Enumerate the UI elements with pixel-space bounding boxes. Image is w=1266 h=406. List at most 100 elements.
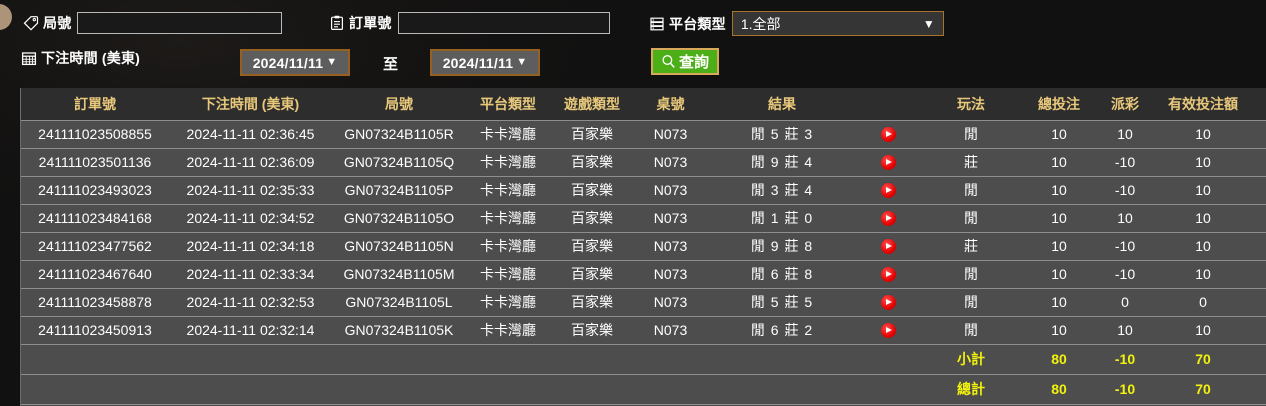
clipboard-icon bbox=[328, 15, 345, 32]
play-icon[interactable] bbox=[880, 267, 896, 283]
platform-type-label: 平台類型 bbox=[669, 15, 726, 32]
cell-payout: 0 bbox=[1095, 288, 1155, 317]
cell-bet-time: 2024-11-11 02:32:53 bbox=[169, 288, 332, 317]
cell-table-no: N073 bbox=[634, 204, 707, 233]
play-icon[interactable] bbox=[880, 127, 896, 143]
play-icon[interactable] bbox=[880, 239, 896, 255]
cell-bet-type: 閒 bbox=[919, 260, 1023, 289]
cell-valid-bet: 10 bbox=[1155, 316, 1251, 345]
cell-valid-bet: 10 bbox=[1155, 232, 1251, 261]
col-status[interactable]: 狀態 bbox=[1251, 88, 1266, 121]
summary-valid_bet: 70 bbox=[1155, 344, 1251, 375]
cell-replay bbox=[857, 316, 919, 345]
table-body: 241111023508855 2024-11-11 02:36:45 GN0732… bbox=[21, 120, 1266, 405]
cell-bet-time: 2024-11-11 02:34:18 bbox=[169, 232, 332, 261]
table-row[interactable]: 241111023450913 2024-11-11 02:32:14 GN0732… bbox=[21, 316, 1266, 345]
summary-row: 總計 80 -10 70 bbox=[21, 374, 1266, 405]
cell-result: 閒 9 莊 8 bbox=[707, 232, 857, 261]
table-row[interactable]: 241111023467640 2024-11-11 02:33:34 GN0732… bbox=[21, 260, 1266, 289]
side-tab-handle[interactable] bbox=[0, 4, 12, 30]
play-icon[interactable] bbox=[880, 155, 896, 171]
cell-payout: -10 bbox=[1095, 148, 1155, 177]
col-total-bet[interactable]: 總投注 bbox=[1023, 88, 1095, 121]
server-icon bbox=[648, 15, 665, 32]
round-no-input[interactable] bbox=[77, 12, 283, 34]
play-icon[interactable] bbox=[880, 295, 896, 311]
cell-platform: 卡卡灣廳 bbox=[466, 148, 550, 177]
cell-round-no: GN07324B1105M bbox=[332, 260, 466, 289]
col-result[interactable]: 結果 bbox=[707, 88, 857, 121]
date-from-value: 2024/11/11 bbox=[252, 54, 324, 71]
search-button[interactable]: 查詢 bbox=[651, 48, 720, 75]
table-row[interactable]: 241111023458878 2024-11-11 02:32:53 GN0732… bbox=[21, 288, 1266, 317]
col-game-type[interactable]: 遊戲類型 bbox=[550, 88, 634, 121]
cell-payout: 10 bbox=[1095, 316, 1155, 345]
summary-total_bet: 80 bbox=[1023, 374, 1095, 405]
table-row[interactable]: 241111023508855 2024-11-11 02:36:45 GN0732… bbox=[21, 120, 1266, 149]
platform-type-select[interactable]: 1.全部 ▼ bbox=[731, 11, 944, 36]
summary-label: 總計 bbox=[919, 374, 1023, 405]
cell-table-no: N073 bbox=[634, 316, 707, 345]
col-order-no[interactable]: 訂單號 bbox=[21, 88, 169, 121]
cell-payout: -10 bbox=[1095, 232, 1155, 261]
table-row[interactable]: 241111023493023 2024-11-11 02:35:33 GN0732… bbox=[21, 176, 1266, 205]
cell-result: 閒 3 莊 4 bbox=[707, 176, 857, 205]
cell-status: 已派彩 bbox=[1251, 288, 1266, 317]
cell-valid-bet: 10 bbox=[1155, 176, 1251, 205]
col-round-no[interactable]: 局號 bbox=[332, 88, 466, 121]
cell-valid-bet: 0 bbox=[1155, 288, 1251, 317]
cell-payout: -10 bbox=[1095, 260, 1155, 289]
cell-replay bbox=[857, 204, 919, 233]
cell-game-type: 百家樂 bbox=[550, 232, 634, 261]
cell-total-bet: 10 bbox=[1023, 260, 1095, 289]
date-from-picker[interactable]: 2024/11/11 ▼ bbox=[240, 49, 350, 76]
cell-result: 閒 9 莊 4 bbox=[707, 148, 857, 177]
play-icon[interactable] bbox=[880, 183, 896, 199]
cell-status: 已派彩 bbox=[1251, 148, 1266, 177]
cell-replay bbox=[857, 260, 919, 289]
cell-game-type: 百家樂 bbox=[550, 316, 634, 345]
cell-bet-time: 2024-11-11 02:32:14 bbox=[169, 316, 332, 345]
col-platform[interactable]: 平台類型 bbox=[466, 88, 550, 121]
cell-round-no: GN07324B1105K bbox=[332, 316, 466, 345]
order-no-label: 訂單號 bbox=[349, 15, 392, 31]
table-header: 訂單號 下注時間 (美東) 局號 平台類型 遊戲類型 桌號 結果 玩法 總投注 … bbox=[21, 88, 1266, 121]
cell-round-no: GN07324B1105O bbox=[332, 204, 466, 233]
cell-bet-type: 閒 bbox=[919, 316, 1023, 345]
cell-platform: 卡卡灣廳 bbox=[466, 316, 550, 345]
cell-payout: 10 bbox=[1095, 204, 1155, 233]
cell-round-no: GN07324B1105P bbox=[332, 176, 466, 205]
summary-valid_bet: 70 bbox=[1155, 374, 1251, 405]
cell-order-no: 241111023493023 bbox=[21, 176, 169, 205]
table-row[interactable]: 241111023501136 2024-11-11 02:36:09 GN0732… bbox=[21, 148, 1266, 177]
cell-valid-bet: 10 bbox=[1155, 148, 1251, 177]
cell-platform: 卡卡灣廳 bbox=[466, 232, 550, 261]
cell-total-bet: 10 bbox=[1023, 148, 1095, 177]
play-icon[interactable] bbox=[880, 211, 896, 227]
cell-valid-bet: 10 bbox=[1155, 204, 1251, 233]
col-valid-bet[interactable]: 有效投注額 bbox=[1155, 88, 1251, 121]
col-bet-type[interactable]: 玩法 bbox=[919, 88, 1023, 121]
cell-payout: 10 bbox=[1095, 120, 1155, 149]
cell-total-bet: 10 bbox=[1023, 204, 1095, 233]
cell-bet-type: 閒 bbox=[919, 288, 1023, 317]
cell-game-type: 百家樂 bbox=[550, 176, 634, 205]
play-icon[interactable] bbox=[880, 323, 896, 339]
cell-bet-time: 2024-11-11 02:33:34 bbox=[169, 260, 332, 289]
cell-result: 閒 6 莊 2 bbox=[707, 316, 857, 345]
cell-order-no: 241111023458878 bbox=[21, 288, 169, 317]
table-header-row: 訂單號 下注時間 (美東) 局號 平台類型 遊戲類型 桌號 結果 玩法 總投注 … bbox=[21, 88, 1266, 121]
bet-records-table-container: 訂單號 下注時間 (美東) 局號 平台類型 遊戲類型 桌號 結果 玩法 總投注 … bbox=[20, 88, 1266, 406]
date-to-picker[interactable]: 2024/11/11 ▼ bbox=[430, 49, 540, 76]
col-bet-time[interactable]: 下注時間 (美東) bbox=[169, 88, 332, 121]
chevron-down-icon: ▼ bbox=[326, 56, 338, 68]
table-row[interactable]: 241111023477562 2024-11-11 02:34:18 GN0732… bbox=[21, 232, 1266, 261]
cell-total-bet: 10 bbox=[1023, 232, 1095, 261]
order-no-input[interactable] bbox=[397, 12, 610, 34]
round-no-field: 局號 bbox=[22, 12, 283, 34]
table-row[interactable]: 241111023484168 2024-11-11 02:34:52 GN0732… bbox=[21, 204, 1266, 233]
col-table-no[interactable]: 桌號 bbox=[634, 88, 707, 121]
cell-table-no: N073 bbox=[634, 176, 707, 205]
col-payout[interactable]: 派彩 bbox=[1095, 88, 1155, 121]
